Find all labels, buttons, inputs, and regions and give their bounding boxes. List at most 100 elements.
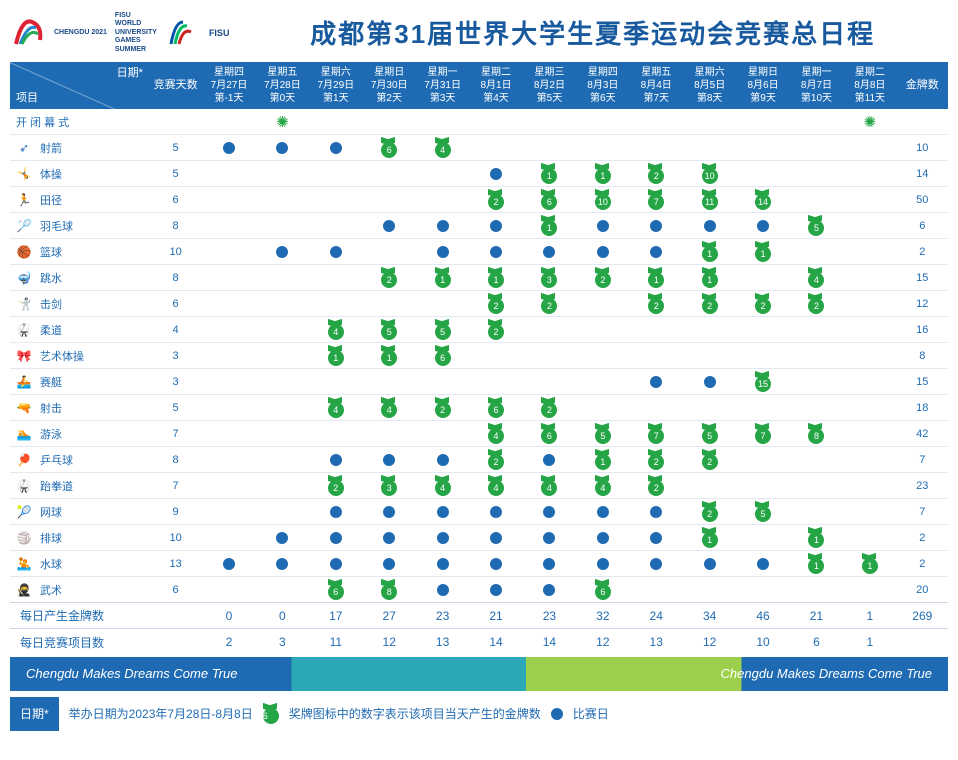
schedule-cell xyxy=(523,499,576,525)
sport-name: 🤿跳水 xyxy=(10,265,149,291)
schedule-cell: 2 xyxy=(469,317,522,343)
schedule-cell xyxy=(469,525,522,551)
schedule-cell xyxy=(416,213,469,239)
schedule-cell xyxy=(843,265,896,291)
medal-icon: 10 xyxy=(595,190,611,210)
sport-name: 🔫射击 xyxy=(10,395,149,421)
summary-events-cell: 12 xyxy=(576,629,629,655)
schedule-cell: 1 xyxy=(363,343,416,369)
summary-gold-cell: 46 xyxy=(736,603,789,629)
schedule-cell xyxy=(576,369,629,395)
summary-gold-cell: 32 xyxy=(576,603,629,629)
competition-dot xyxy=(383,220,395,232)
sport-row: 🥷武术668620 xyxy=(10,577,948,603)
schedule-cell xyxy=(469,551,522,577)
summary-events-cell: 13 xyxy=(416,629,469,655)
schedule-cell xyxy=(576,343,629,369)
legend-date-text: 举办日期为2023年7月28日-8月8日 xyxy=(69,705,253,722)
medal-icon: 4 xyxy=(328,398,344,418)
medal-icon: 2 xyxy=(648,164,664,184)
sport-gold: 15 xyxy=(897,369,948,395)
schedule-cell xyxy=(256,473,309,499)
schedule-cell: 6 xyxy=(363,135,416,161)
sport-name: 🏓乒乓球 xyxy=(10,447,149,473)
summary-events-cell: 12 xyxy=(683,629,736,655)
sport-days: 8 xyxy=(149,447,202,473)
schedule-cell xyxy=(309,135,362,161)
summary-gold-cell: 21 xyxy=(469,603,522,629)
schedule-cell xyxy=(363,213,416,239)
schedule-cell xyxy=(309,213,362,239)
competition-dot xyxy=(543,532,555,544)
sport-days: 3 xyxy=(149,343,202,369)
sport-icon: 🎾 xyxy=(16,505,32,519)
medal-icon: 6 xyxy=(263,704,279,724)
sport-days: 5 xyxy=(149,395,202,421)
date-col: 星期二8月1日第4天 xyxy=(469,62,522,109)
medal-icon: 6 xyxy=(435,346,451,366)
summary-gold-cell: 17 xyxy=(309,603,362,629)
sport-row: 🔫射击54426218 xyxy=(10,395,948,421)
schedule-cell: 14 xyxy=(736,187,789,213)
sport-name: 🥋跆拳道 xyxy=(10,473,149,499)
medal-icon: 7 xyxy=(648,190,664,210)
sport-name: ➶射箭 xyxy=(10,135,149,161)
schedule-cell xyxy=(363,291,416,317)
sport-days: 5 xyxy=(149,135,202,161)
competition-dot xyxy=(597,246,609,258)
schedule-cell: 1 xyxy=(843,551,896,577)
medal-icon: 6 xyxy=(595,580,611,600)
schedule-cell: 2 xyxy=(630,161,683,187)
page-header: CHENGDU 2021 FISUWORLDUNIVERSITYGAMESSUM… xyxy=(10,8,948,62)
schedule-cell xyxy=(256,551,309,577)
schedule-cell xyxy=(683,577,736,603)
medal-icon: 2 xyxy=(488,190,504,210)
medal-icon: 1 xyxy=(702,268,718,288)
schedule-cell xyxy=(736,525,789,551)
schedule-cell: 1 xyxy=(523,161,576,187)
schedule-cell xyxy=(683,317,736,343)
medal-icon: 4 xyxy=(435,476,451,496)
medal-icon: 4 xyxy=(328,320,344,340)
schedule-cell xyxy=(683,135,736,161)
sport-name: 🏊游泳 xyxy=(10,421,149,447)
schedule-cell: 5 xyxy=(416,317,469,343)
date-col: 星期三8月2日第5天 xyxy=(523,62,576,109)
sport-gold: 8 xyxy=(897,343,948,369)
medal-icon: 4 xyxy=(435,138,451,158)
competition-dot xyxy=(704,220,716,232)
schedule-cell xyxy=(416,577,469,603)
schedule-cell xyxy=(576,291,629,317)
legend-dot-text: 比赛日 xyxy=(573,705,609,722)
schedule-cell xyxy=(736,213,789,239)
schedule-cell xyxy=(256,395,309,421)
schedule-cell xyxy=(790,187,843,213)
schedule-cell xyxy=(576,395,629,421)
legend-dot-icon xyxy=(551,708,563,720)
schedule-cell xyxy=(630,551,683,577)
schedule-cell: 4 xyxy=(469,421,522,447)
col-days: 竞赛天数 xyxy=(149,62,202,109)
schedule-cell: 2 xyxy=(469,447,522,473)
competition-dot xyxy=(704,376,716,388)
medal-icon: 5 xyxy=(755,502,771,522)
schedule-cell xyxy=(256,499,309,525)
schedule-cell xyxy=(202,499,255,525)
schedule-cell xyxy=(256,239,309,265)
schedule-cell: 2 xyxy=(523,395,576,421)
sport-icon: 🤺 xyxy=(16,297,32,311)
schedule-cell: 2 xyxy=(630,473,683,499)
schedule-cell xyxy=(416,239,469,265)
summary-events-label: 每日竞赛项目数 xyxy=(10,629,202,655)
medal-icon: 2 xyxy=(541,294,557,314)
summary-events-cell: 10 xyxy=(736,629,789,655)
schedule-cell: 1 xyxy=(630,265,683,291)
schedule-cell xyxy=(843,421,896,447)
schedule-cell xyxy=(256,187,309,213)
sport-row: 🥋跆拳道7234444223 xyxy=(10,473,948,499)
competition-dot xyxy=(383,532,395,544)
competition-dot xyxy=(383,558,395,570)
schedule-cell xyxy=(576,135,629,161)
medal-icon: 5 xyxy=(702,424,718,444)
legend: 日期* 举办日期为2023年7月28日-8月8日 6 奖牌图标中的数字表示该项目… xyxy=(10,697,948,731)
